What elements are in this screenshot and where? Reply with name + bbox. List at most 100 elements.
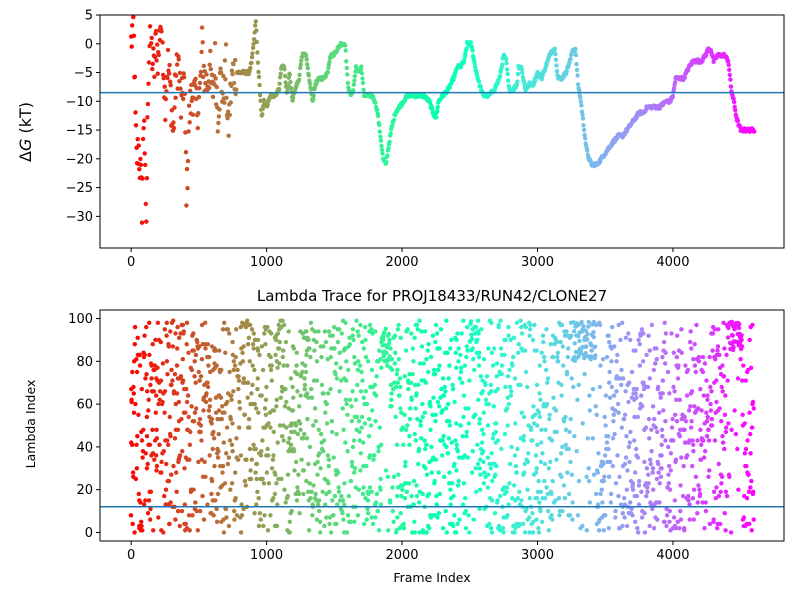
lambda-point [692, 342, 697, 347]
lambda-point [611, 412, 616, 417]
lambda-point [424, 472, 430, 477]
lambda-point [214, 519, 220, 524]
lambda-point [714, 485, 719, 490]
lambda-point [218, 395, 224, 400]
lambda-point [302, 431, 307, 437]
lambda-point [661, 339, 667, 345]
lambda-point [184, 399, 190, 405]
lambda-point [687, 438, 692, 443]
lambda-point [369, 367, 375, 373]
lambda-point [703, 449, 708, 454]
lambda-point [249, 457, 254, 462]
lambda-point [152, 457, 157, 462]
delta-g-point [360, 80, 366, 86]
lambda-x-tick-label: 0 [127, 548, 135, 563]
lambda-point [612, 408, 618, 413]
lambda-point [708, 384, 713, 390]
lambda-point [567, 513, 573, 518]
lambda-point [167, 414, 172, 420]
lambda-point [668, 468, 673, 473]
lambda-point [133, 476, 139, 482]
lambda-point [660, 434, 665, 439]
delta-g-point [359, 71, 365, 76]
delta-g-y-tick-label: 5 [85, 9, 93, 24]
lambda-point [145, 511, 151, 516]
lambda-point [419, 329, 424, 334]
lambda-point [546, 508, 551, 514]
lambda-point [570, 500, 575, 505]
delta-g-point [497, 74, 503, 79]
lambda-point [691, 517, 696, 522]
lambda-point [345, 412, 350, 417]
lambda-point [289, 508, 294, 514]
lambda-point [591, 330, 596, 335]
lambda-point [198, 508, 203, 514]
lambda-point [499, 372, 504, 377]
lambda-point [205, 502, 210, 507]
lambda-point [395, 380, 401, 385]
lambda-point [336, 489, 342, 494]
lambda-point [401, 442, 406, 447]
lambda-point [141, 427, 146, 432]
lambda-point [475, 337, 480, 343]
lambda-point [642, 459, 647, 465]
lambda-point [704, 434, 710, 439]
delta-g-point [296, 77, 302, 83]
delta-g-point [552, 46, 557, 51]
lambda-point [626, 399, 631, 405]
lambda-point [647, 376, 652, 381]
lambda-point [441, 434, 446, 439]
lambda-point [569, 472, 575, 477]
lambda-point [707, 468, 712, 473]
lambda-point [205, 384, 211, 390]
lambda-point [404, 489, 410, 494]
lambda-point [621, 376, 626, 381]
lambda-point [423, 466, 428, 471]
lambda-point [184, 342, 189, 347]
lambda-point [246, 416, 252, 422]
lambda-point [460, 434, 465, 439]
lambda-point [553, 408, 559, 413]
lambda-point [184, 320, 190, 325]
lambda-point [665, 369, 671, 375]
delta-g-point [140, 176, 145, 181]
lambda-point [256, 496, 261, 501]
lambda-point [572, 329, 577, 334]
lambda-point [507, 367, 512, 373]
lambda-point [637, 342, 642, 347]
lambda-point [358, 468, 363, 473]
lambda-point [373, 500, 379, 505]
lambda-point [486, 346, 491, 351]
lambda-point [741, 515, 747, 520]
lambda-point [721, 374, 727, 379]
lambda-point [717, 406, 722, 411]
lambda-point [749, 528, 754, 533]
lambda-point [268, 367, 274, 373]
delta-g-point [216, 114, 222, 119]
delta-g-point [360, 76, 365, 81]
lambda-point [663, 350, 668, 355]
lambda-point [446, 376, 451, 381]
delta-g-point [142, 118, 147, 123]
lambda-point [595, 502, 601, 507]
lambda-point [443, 406, 449, 411]
lambda-point [527, 496, 532, 501]
delta-g-point [434, 115, 439, 120]
lambda-point [591, 334, 596, 340]
lambda-point [587, 500, 593, 505]
lambda-point [310, 502, 315, 507]
lambda-point [448, 502, 453, 507]
lambda-point [254, 476, 259, 482]
delta-g-point [585, 148, 590, 153]
lambda-point [319, 354, 324, 360]
delta-g-point [727, 72, 732, 78]
delta-g-point [208, 48, 213, 54]
lambda-point [624, 434, 629, 439]
lambda-point [592, 344, 598, 349]
delta-g-point [435, 108, 440, 114]
delta-g-point [387, 139, 392, 145]
lambda-point [384, 350, 389, 356]
lambda-point [357, 363, 363, 368]
lambda-point [586, 324, 591, 329]
lambda-point [340, 511, 345, 516]
